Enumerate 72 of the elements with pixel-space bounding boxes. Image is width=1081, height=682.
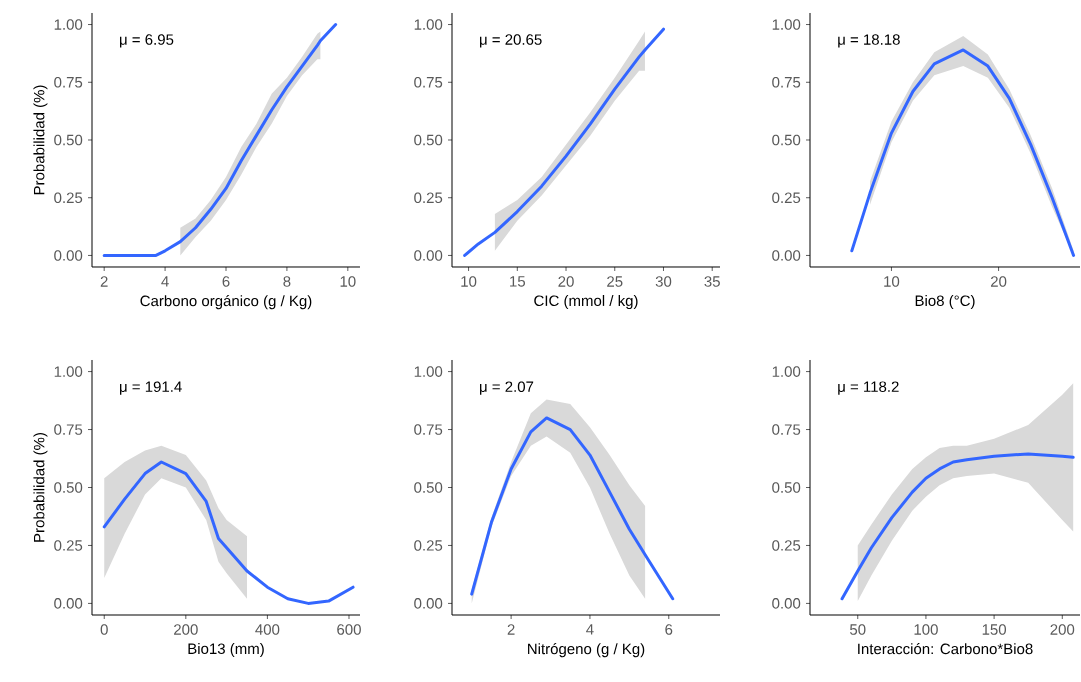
y-tick-label: 0.50	[54, 134, 83, 146]
annotation: μ = 20.65	[480, 34, 542, 48]
y-axis-title: Probabilidad (%)	[33, 85, 48, 195]
y-tick-label: 0.00	[772, 598, 801, 609]
annotation: μ = 191.4	[120, 381, 182, 395]
x-tick-label: 10	[884, 276, 900, 287]
y-tick-label: 1.00	[772, 366, 801, 377]
y-tick-label: 0.25	[54, 192, 83, 204]
x-axis-title: Interacción: Carbono*Bio8	[858, 643, 1033, 655]
line-series	[463, 27, 665, 257]
y-tick-label: 1.00	[414, 19, 443, 30]
line-series	[840, 452, 1075, 601]
x-tick-label: 10	[340, 276, 356, 287]
y-tick-label: 1.00	[414, 366, 443, 377]
y-tick-label: 0.75	[54, 424, 83, 435]
y-axis-title: Probabilidad (%)	[33, 433, 48, 542]
x-tick-label: 2	[100, 276, 108, 287]
y-tick-label: 0.00	[54, 598, 83, 609]
y-tick-label: 0.00	[414, 250, 443, 261]
y-tick-label: 0.25	[414, 540, 443, 551]
x-tick-label: 400	[255, 624, 280, 635]
x-tick-label: 150	[982, 624, 1007, 635]
x-tick-label: 2	[507, 624, 515, 635]
annotation: μ = 2.07	[480, 381, 534, 395]
x-axis-title: CIC (mmol / kg)	[534, 295, 638, 309]
x-tick-label: 25	[607, 276, 623, 287]
y-tick-label: 0.25	[772, 540, 801, 551]
y-tick-label: 1.00	[772, 19, 801, 30]
x-axis-title: Nitrógeno (g / Kg)	[528, 643, 645, 658]
annotation: μ = 18.18	[838, 34, 900, 48]
y-tick-label: 0.50	[414, 134, 443, 146]
y-tick-label: 1.00	[54, 19, 83, 30]
x-tick-label: 30	[655, 276, 672, 287]
y-tick-label: 0.75	[414, 76, 443, 88]
x-tick-label: 8	[283, 276, 291, 287]
line-series	[470, 416, 675, 601]
x-tick-label: 6	[665, 624, 673, 635]
x-tick-label: 600	[337, 624, 361, 635]
x-tick-label: 10	[461, 276, 477, 287]
y-tick-label: 0.50	[772, 134, 801, 146]
x-tick-label: 0	[100, 624, 108, 635]
y-tick-label: 1.00	[54, 366, 83, 377]
y-tick-label: 0.75	[772, 424, 801, 435]
y-tick-label: 0.50	[54, 482, 83, 493]
annotation: μ = 118.2	[838, 381, 899, 395]
x-tick-label: 6	[222, 276, 230, 287]
y-tick-label: 0.00	[54, 250, 83, 261]
x-tick-label: 50	[849, 624, 866, 635]
y-tick-label: 0.50	[772, 482, 801, 493]
y-tick-label: 0.75	[414, 424, 443, 435]
x-tick-label: 200	[174, 624, 198, 635]
x-tick-label: 20	[558, 276, 574, 287]
y-tick-label: 0.00	[772, 250, 801, 261]
x-tick-label: 35	[704, 276, 720, 287]
y-tick-label: 0.25	[772, 192, 801, 204]
x-tick-label: 4	[161, 276, 169, 287]
x-tick-label: 200	[1050, 624, 1075, 635]
x-axis-title: Carbono orgánico (g / Kg)	[140, 295, 312, 310]
line-series	[102, 460, 355, 605]
y-tick-label: 0.75	[54, 76, 83, 88]
y-tick-label: 0.00	[414, 598, 443, 609]
x-axis-title: Bio13 (mm)	[188, 643, 264, 657]
x-axis-title: Bio8 (°C)	[915, 295, 975, 309]
y-tick-label: 0.25	[414, 192, 443, 204]
x-tick-label: 15	[510, 276, 526, 287]
x-tick-label: 20	[990, 276, 1007, 287]
x-tick-label: 100	[914, 624, 938, 635]
y-tick-label: 0.75	[772, 76, 801, 88]
x-tick-label: 4	[586, 624, 594, 635]
annotation: μ = 6.95	[120, 34, 174, 48]
y-tick-label: 0.50	[414, 482, 443, 493]
y-tick-label: 0.25	[54, 540, 83, 551]
